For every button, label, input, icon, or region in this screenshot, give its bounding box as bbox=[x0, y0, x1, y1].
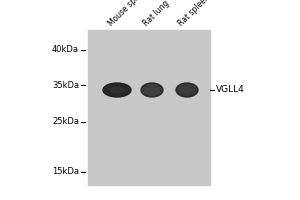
Bar bbox=[88, 30, 210, 185]
Text: Mouse spleen: Mouse spleen bbox=[106, 0, 150, 28]
Text: 40kDa: 40kDa bbox=[52, 46, 79, 54]
Text: 35kDa: 35kDa bbox=[52, 80, 79, 90]
Ellipse shape bbox=[111, 88, 123, 92]
Ellipse shape bbox=[103, 83, 131, 97]
Text: VGLL4: VGLL4 bbox=[216, 86, 245, 95]
Text: 25kDa: 25kDa bbox=[52, 117, 79, 127]
Text: Rat spleen: Rat spleen bbox=[177, 0, 212, 28]
Ellipse shape bbox=[141, 83, 163, 97]
Text: Rat lung: Rat lung bbox=[142, 0, 171, 28]
Ellipse shape bbox=[176, 83, 198, 97]
Ellipse shape bbox=[182, 88, 192, 92]
Text: 15kDa: 15kDa bbox=[52, 168, 79, 176]
Ellipse shape bbox=[147, 88, 157, 92]
